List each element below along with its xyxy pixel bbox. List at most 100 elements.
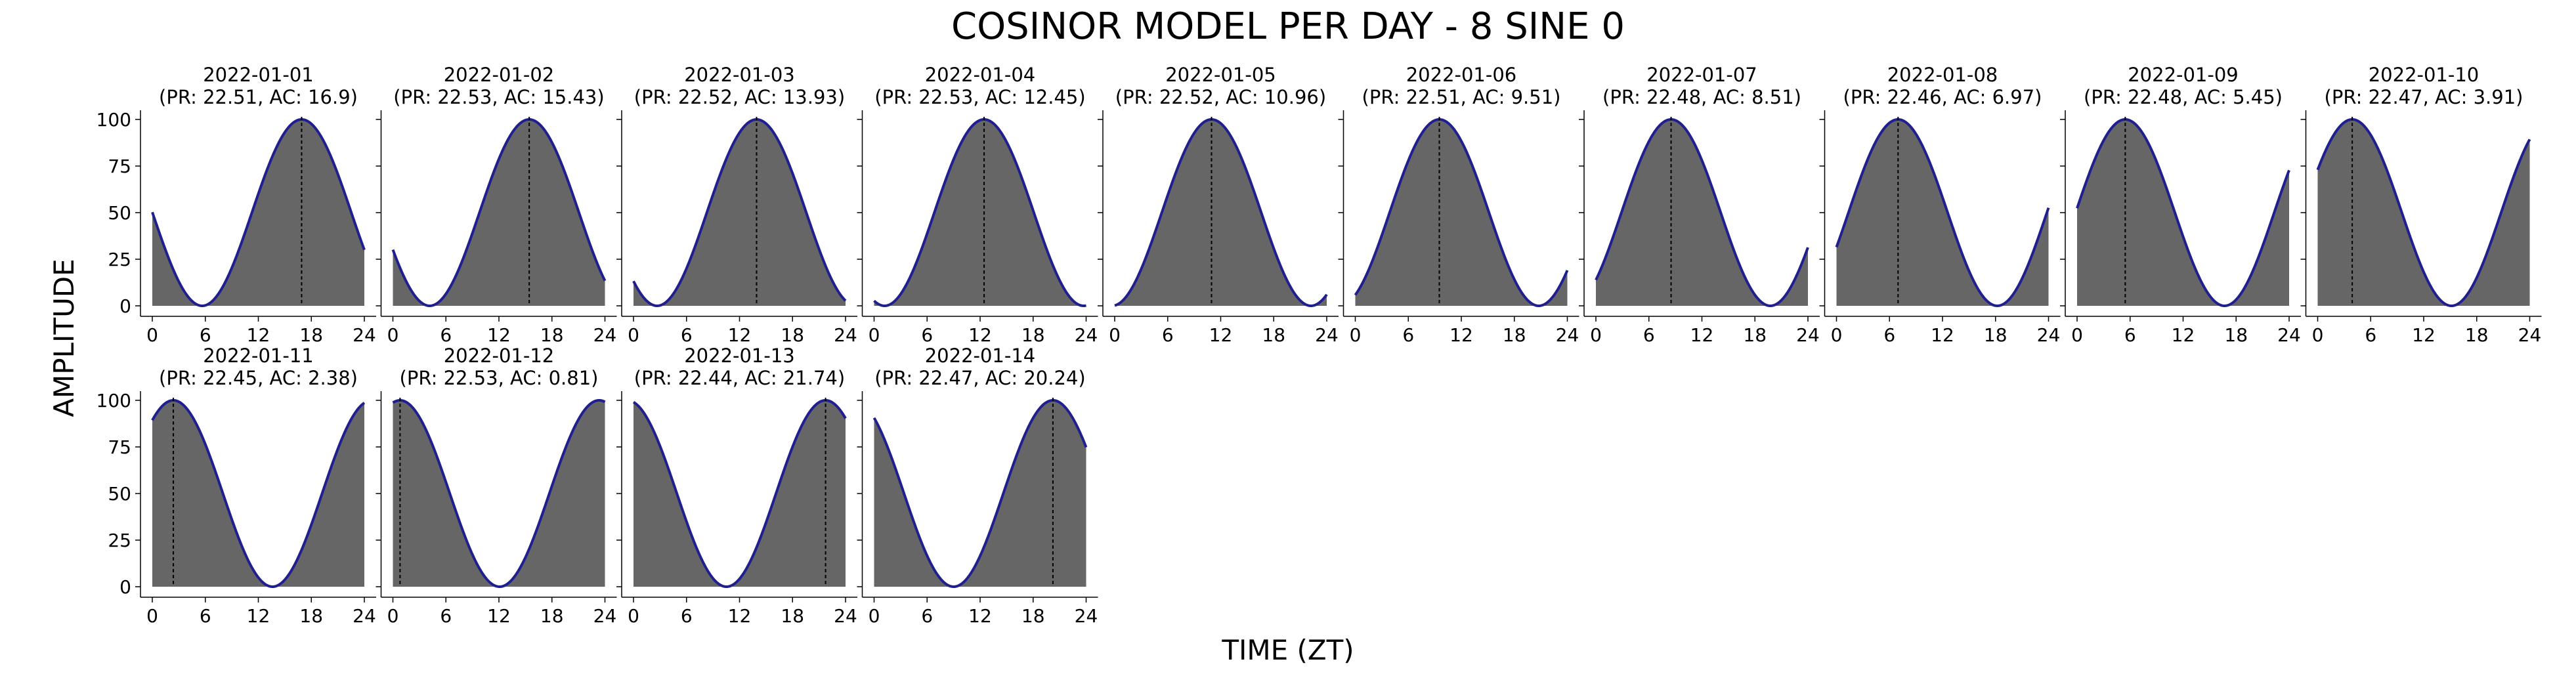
x-tick-label: 0 xyxy=(146,324,158,346)
subplot-2022-01-04: 0 6 12 18 24 2022-01-04(PR: 22.53, AC: 12.45) xyxy=(857,64,1098,346)
x-tick-label: 24 xyxy=(593,605,617,627)
x-tick-label: 24 xyxy=(1075,605,1098,627)
x-tick-label: 12 xyxy=(247,324,270,346)
subplot-date: 2022-01-07 xyxy=(1646,64,1757,86)
x-tick-label: 18 xyxy=(1743,324,1767,346)
x-tick-label: 0 xyxy=(2312,324,2324,346)
subplot-params: (PR: 22.52, AC: 13.93) xyxy=(634,86,845,108)
cosinor-curve xyxy=(151,398,366,589)
subplot-2022-01-08: 0 6 12 18 24 2022-01-08(PR: 22.46, AC: 6.97) xyxy=(1819,64,2061,346)
subplot-params: (PR: 22.51, AC: 16.9) xyxy=(159,86,358,108)
area-fill xyxy=(152,400,364,587)
x-tick-label: 24 xyxy=(353,605,376,627)
subplot-2022-01-14: 0 6 12 18 24 2022-01-14(PR: 22.47, AC: 20.24) xyxy=(857,345,1098,627)
x-tick-label: 12 xyxy=(487,605,511,627)
x-tick-label: 18 xyxy=(2465,324,2489,346)
x-tick-label: 18 xyxy=(1021,605,1045,627)
x-tick-label: 6 xyxy=(2124,324,2136,346)
area-fill xyxy=(1115,119,1327,306)
x-tick-label: 0 xyxy=(628,605,639,627)
subplot-2022-01-10: 0 6 12 18 24 2022-01-10(PR: 22.47, AC: 3.91) xyxy=(2300,64,2542,346)
cosinor-curve xyxy=(632,399,847,589)
x-tick-label: 0 xyxy=(387,324,399,346)
x-tick-label: 12 xyxy=(968,605,992,627)
x-tick-label: 24 xyxy=(593,324,617,346)
x-tick-label: 0 xyxy=(1109,324,1121,346)
x-tick-label: 24 xyxy=(834,324,857,346)
figure-title: COSINOR MODEL PER DAY - 8 SINE 0 xyxy=(951,5,1625,48)
x-tick-label: 24 xyxy=(353,324,376,346)
subplot-date: 2022-01-02 xyxy=(444,64,555,86)
subplot-params: (PR: 22.46, AC: 6.97) xyxy=(1843,86,2042,108)
subplot-2022-01-09: 0 6 12 18 24 2022-01-09(PR: 22.48, AC: 5.45) xyxy=(2060,64,2301,346)
x-tick-label: 6 xyxy=(1643,324,1655,346)
area-fill xyxy=(1355,119,1568,306)
subplot-params: (PR: 22.48, AC: 5.45) xyxy=(2084,86,2283,108)
cosinor-curve xyxy=(1595,117,1809,307)
subplot-params: (PR: 22.47, AC: 20.24) xyxy=(874,367,1085,389)
x-tick-label: 6 xyxy=(440,605,452,627)
area-fill xyxy=(393,400,605,587)
y-tick-label: 75 xyxy=(108,156,131,177)
x-tick-label: 24 xyxy=(834,605,857,627)
y-tick-label: 100 xyxy=(97,109,131,131)
subplot-date: 2022-01-05 xyxy=(1165,64,1276,86)
y-tick-label: 25 xyxy=(108,249,131,270)
cosinor-curve xyxy=(872,399,1088,589)
cosinor-curve xyxy=(392,398,606,589)
subplot-date: 2022-01-10 xyxy=(2369,64,2479,86)
x-tick-label: 24 xyxy=(1315,324,1339,346)
x-tick-label: 12 xyxy=(1690,324,1714,346)
x-tick-label: 12 xyxy=(1209,324,1233,346)
cosinor-curve xyxy=(1835,118,2050,308)
x-tick-label: 18 xyxy=(1021,324,1045,346)
x-tick-label: 6 xyxy=(440,324,452,346)
x-tick-label: 0 xyxy=(1831,324,1843,346)
x-tick-label: 0 xyxy=(1590,324,1602,346)
x-tick-label: 0 xyxy=(628,324,639,346)
subplot-params: (PR: 22.53, AC: 0.81) xyxy=(400,367,599,389)
subplot-date: 2022-01-14 xyxy=(925,345,1036,367)
x-tick-label: 12 xyxy=(487,324,511,346)
x-tick-label: 6 xyxy=(200,324,211,346)
x-tick-label: 18 xyxy=(1503,324,1526,346)
subplot-2022-01-06: 0 6 12 18 24 2022-01-06(PR: 22.51, AC: 9.51) xyxy=(1338,64,1579,346)
x-tick-label: 6 xyxy=(200,605,211,627)
x-tick-label: 24 xyxy=(1556,324,1579,346)
subplot-params: (PR: 22.53, AC: 12.45) xyxy=(874,86,1085,108)
subplot-params: (PR: 22.47, AC: 3.91) xyxy=(2325,86,2523,108)
x-tick-label: 12 xyxy=(247,605,270,627)
x-tick-label: 0 xyxy=(146,605,158,627)
subplot-date: 2022-01-06 xyxy=(1406,64,1517,86)
x-tick-label: 24 xyxy=(2037,324,2061,346)
x-tick-label: 18 xyxy=(299,324,323,346)
subplot-date: 2022-01-11 xyxy=(203,345,314,367)
subplot-params: (PR: 22.45, AC: 2.38) xyxy=(159,367,358,389)
y-tick-label: 75 xyxy=(108,436,131,458)
x-tick-label: 6 xyxy=(2365,324,2376,346)
area-fill xyxy=(1596,119,1808,306)
subplot-params: (PR: 22.52, AC: 10.96) xyxy=(1115,86,1326,108)
x-tick-label: 24 xyxy=(2518,324,2542,346)
y-tick-label: 50 xyxy=(108,483,131,505)
x-tick-label: 0 xyxy=(1350,324,1362,346)
subplot-2022-01-03: 0 6 12 18 24 2022-01-03(PR: 22.52, AC: 13.93) xyxy=(616,64,857,346)
cosinor-curve xyxy=(873,118,1086,308)
cosinor-curve xyxy=(151,117,366,307)
subplot-date: 2022-01-08 xyxy=(1887,64,1998,86)
subplot-2022-01-11: 0 6 12 18 24 0 25 50 75 100 2022-01-11(PR: 22.45, … xyxy=(97,345,376,627)
area-fill xyxy=(2317,119,2530,306)
y-axis-label: AMPLITUDE xyxy=(48,259,80,417)
area-fill xyxy=(633,400,846,587)
x-tick-label: 6 xyxy=(681,605,693,627)
x-tick-label: 18 xyxy=(2224,324,2248,346)
x-tick-label: 12 xyxy=(2412,324,2436,346)
subplot-2022-01-13: 0 6 12 18 24 2022-01-13(PR: 22.44, AC: 21.74) xyxy=(616,345,857,627)
y-tick-label: 0 xyxy=(119,576,131,598)
x-tick-label: 12 xyxy=(1931,324,1954,346)
x-tick-label: 6 xyxy=(921,605,933,627)
x-tick-label: 18 xyxy=(299,605,323,627)
x-tick-label: 24 xyxy=(1075,324,1098,346)
